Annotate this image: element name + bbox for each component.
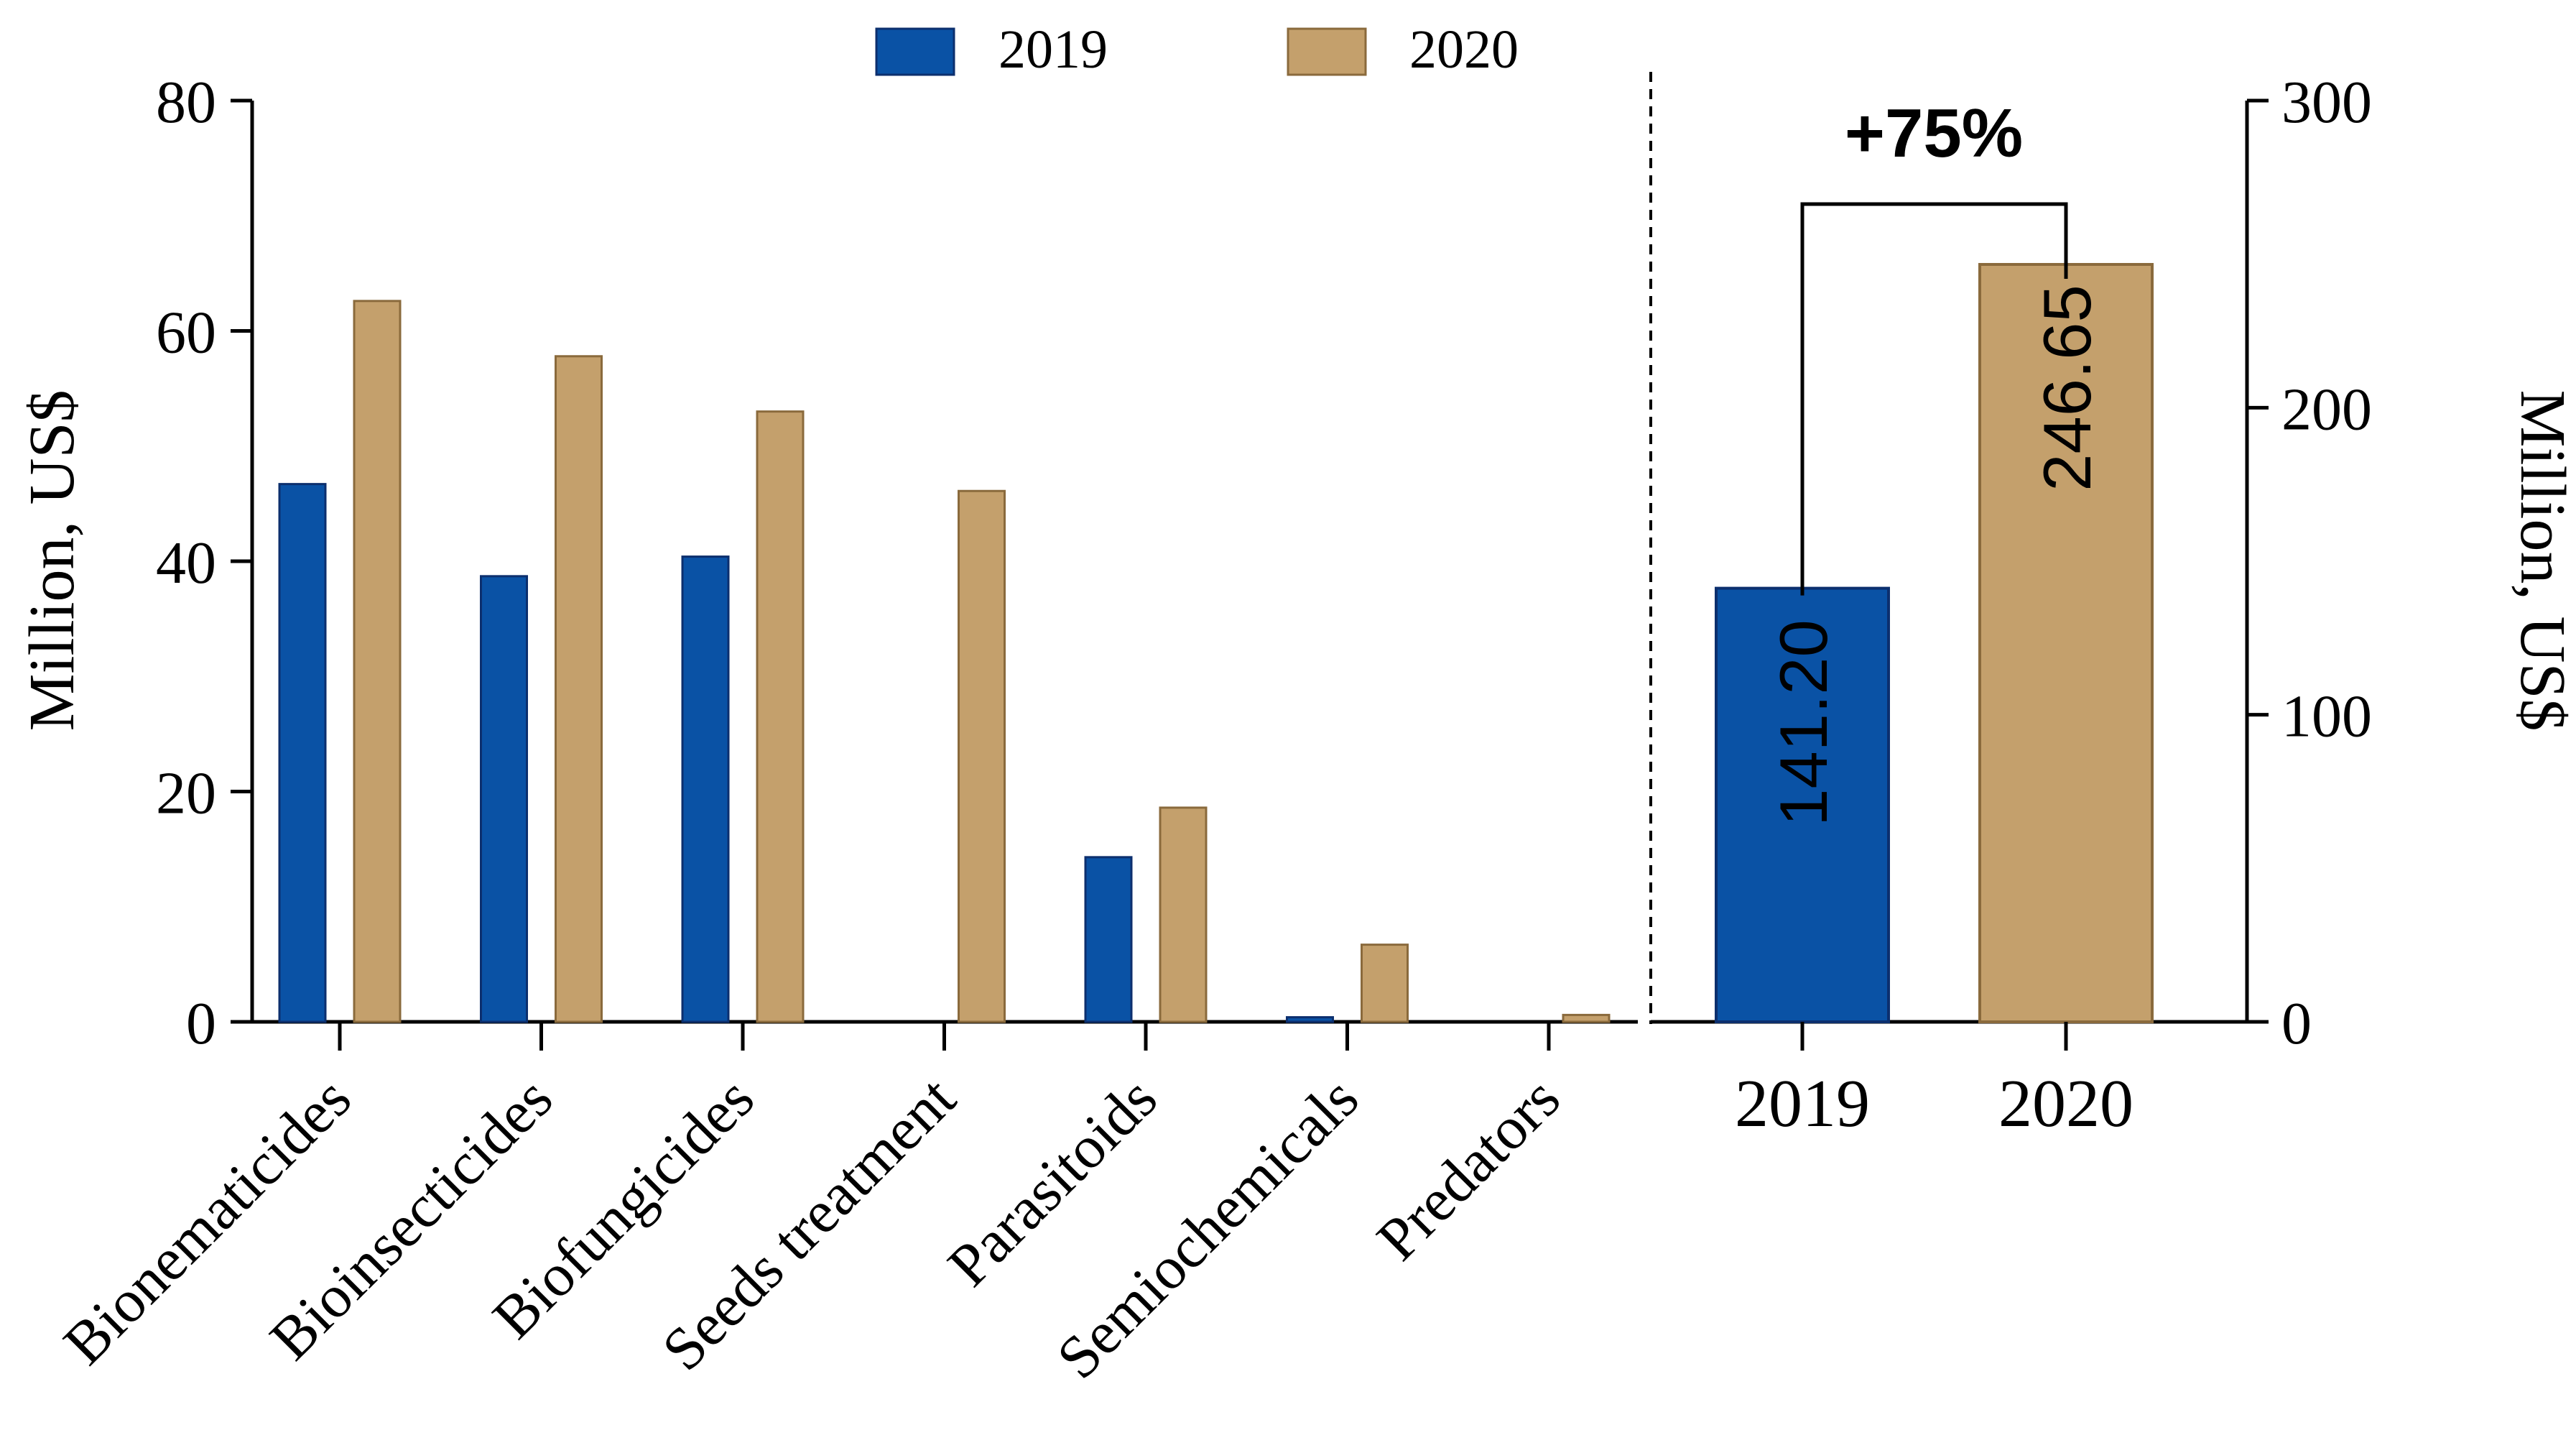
right-y-tick-label: 0 bbox=[2281, 990, 2312, 1057]
left-y-tick-label: 40 bbox=[156, 530, 216, 596]
left-y-tick-label: 20 bbox=[156, 760, 216, 827]
value-label-2020: 246.65 bbox=[2029, 285, 2105, 492]
left-y-axis-label: Million, US$ bbox=[17, 389, 88, 731]
legend-label-2020: 2020 bbox=[1409, 19, 1519, 80]
legend-label-2019: 2019 bbox=[999, 19, 1108, 80]
right-x-tick-label-2020: 2020 bbox=[1998, 1066, 2133, 1141]
right-y-tick-label: 300 bbox=[2281, 69, 2372, 136]
left-y-tick-label: 60 bbox=[156, 300, 216, 366]
percent-change-annotation: +75% bbox=[1845, 95, 2023, 172]
bar-2020-bioinsecticides bbox=[555, 355, 603, 1023]
right-bars: 141.20 246.65 bbox=[1715, 262, 2154, 1024]
legend: 2019 2020 bbox=[875, 19, 1519, 80]
left-y-tick-label: 0 bbox=[186, 990, 216, 1057]
bar-2019-bionematicides bbox=[278, 483, 327, 1023]
comparison-bracket bbox=[1800, 202, 2068, 596]
right-chart: 0 100 200 300 141.20 246.65 2019 2020 +75% Mi… bbox=[1651, 69, 2576, 1141]
bar-2020-semiochemicals bbox=[1361, 944, 1409, 1023]
left-bars bbox=[278, 300, 1611, 1023]
legend-swatch-2019 bbox=[875, 27, 955, 76]
left-y-tick-label: 80 bbox=[156, 69, 216, 136]
legend-swatch-2020 bbox=[1287, 27, 1367, 76]
right-y-ticks: 0 100 200 300 bbox=[2247, 69, 2372, 1057]
bar-2019-biofungicides bbox=[681, 555, 730, 1023]
bar-2020-biofungicides bbox=[756, 410, 805, 1023]
value-label-2019: 141.20 bbox=[1766, 619, 1841, 826]
left-chart: 0 20 40 60 80 BionematicidesBioinsecticidesB… bbox=[17, 69, 1638, 1392]
bar-2020-predators bbox=[1562, 1013, 1611, 1023]
left-y-ticks: 0 20 40 60 80 bbox=[156, 69, 252, 1057]
x-tick-label-predators: Predators bbox=[1364, 1065, 1572, 1273]
bar-2019-parasitoids bbox=[1084, 856, 1133, 1023]
total-bar-2019 bbox=[1715, 586, 1890, 1023]
left-x-ticks: BionematicidesBioinsecticidesBiofungicid… bbox=[51, 1022, 1572, 1392]
right-x-ticks: 2019 2020 bbox=[1735, 1022, 2133, 1141]
bar-2020-seeds-treatment bbox=[958, 489, 1006, 1023]
bar-2020-bionematicides bbox=[353, 300, 402, 1023]
bar-2020-parasitoids bbox=[1159, 806, 1208, 1023]
bar-2019-bioinsecticides bbox=[480, 575, 528, 1023]
right-y-tick-label: 100 bbox=[2281, 683, 2372, 750]
bar-2019-semiochemicals bbox=[1286, 1016, 1334, 1023]
right-x-tick-label-2019: 2019 bbox=[1735, 1066, 1870, 1141]
right-y-axis-label: Million, US$ bbox=[2507, 389, 2576, 731]
right-y-tick-label: 200 bbox=[2281, 376, 2372, 443]
